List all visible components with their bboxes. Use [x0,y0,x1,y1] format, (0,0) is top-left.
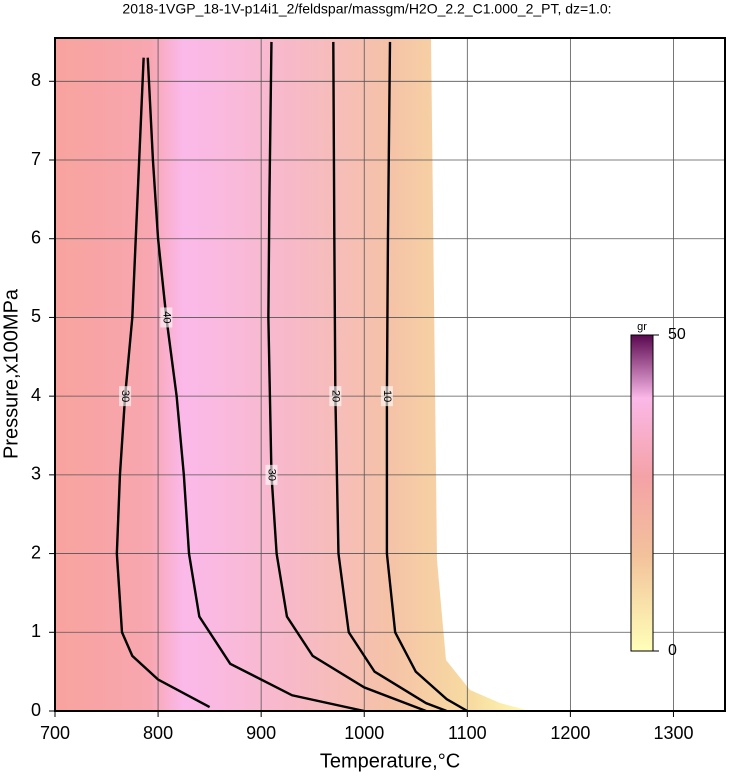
x-tick-label: 1100 [448,723,487,743]
x-tick-label: 800 [143,723,173,743]
contour-line [385,41,468,711]
x-tick-label: 900 [246,723,276,743]
y-tick-label: 2 [31,542,41,562]
y-tick-label: 1 [31,621,41,641]
x-tick-label: 1000 [344,723,384,743]
colorbar-tick-label: 0 [668,642,677,659]
y-axis-label: Pressure,x100MPa [0,288,22,459]
contour-label-bg [380,386,393,407]
colorbar-label: gr [637,321,647,333]
y-tick-label: 7 [31,149,41,169]
contour-label-bg [119,386,132,407]
y-tick-label: 6 [31,227,41,247]
chart-title: 2018-1VGP_18-1V-p14i1_2/feldspar/massgm/… [122,1,611,17]
x-tick-label: 1300 [653,723,693,743]
contour-line [146,57,365,711]
y-tick-label: 8 [31,70,41,90]
colorbar-tick-label: 50 [668,326,686,343]
colorbar [630,334,654,652]
y-tick-label: 4 [31,385,41,405]
y-tick-label: 5 [31,306,41,326]
contour-label-bg [265,464,278,485]
contour-label: 20 [329,390,341,402]
x-tick-label: 1200 [550,723,590,743]
contour-label: 10 [381,390,393,402]
y-tick-label: 0 [31,700,41,720]
contour-label: 30 [119,390,131,402]
contour-line [115,57,211,709]
filled-region [55,38,530,711]
contour-label: 30 [266,469,278,481]
x-tick-label: 700 [40,723,70,743]
colorbar-ticks: 0 50 [653,326,686,659]
plot-frame [54,37,726,712]
contours: 10 20 30 40 30 [115,41,468,711]
contour-label-bg [160,307,173,328]
y-tick-label: 3 [31,464,41,484]
contour-line [332,41,448,711]
contour-label: 40 [160,311,172,323]
x-axis-label: Temperature,°C [320,750,460,772]
contour-label-bg [329,386,342,407]
contour-line [267,41,427,711]
